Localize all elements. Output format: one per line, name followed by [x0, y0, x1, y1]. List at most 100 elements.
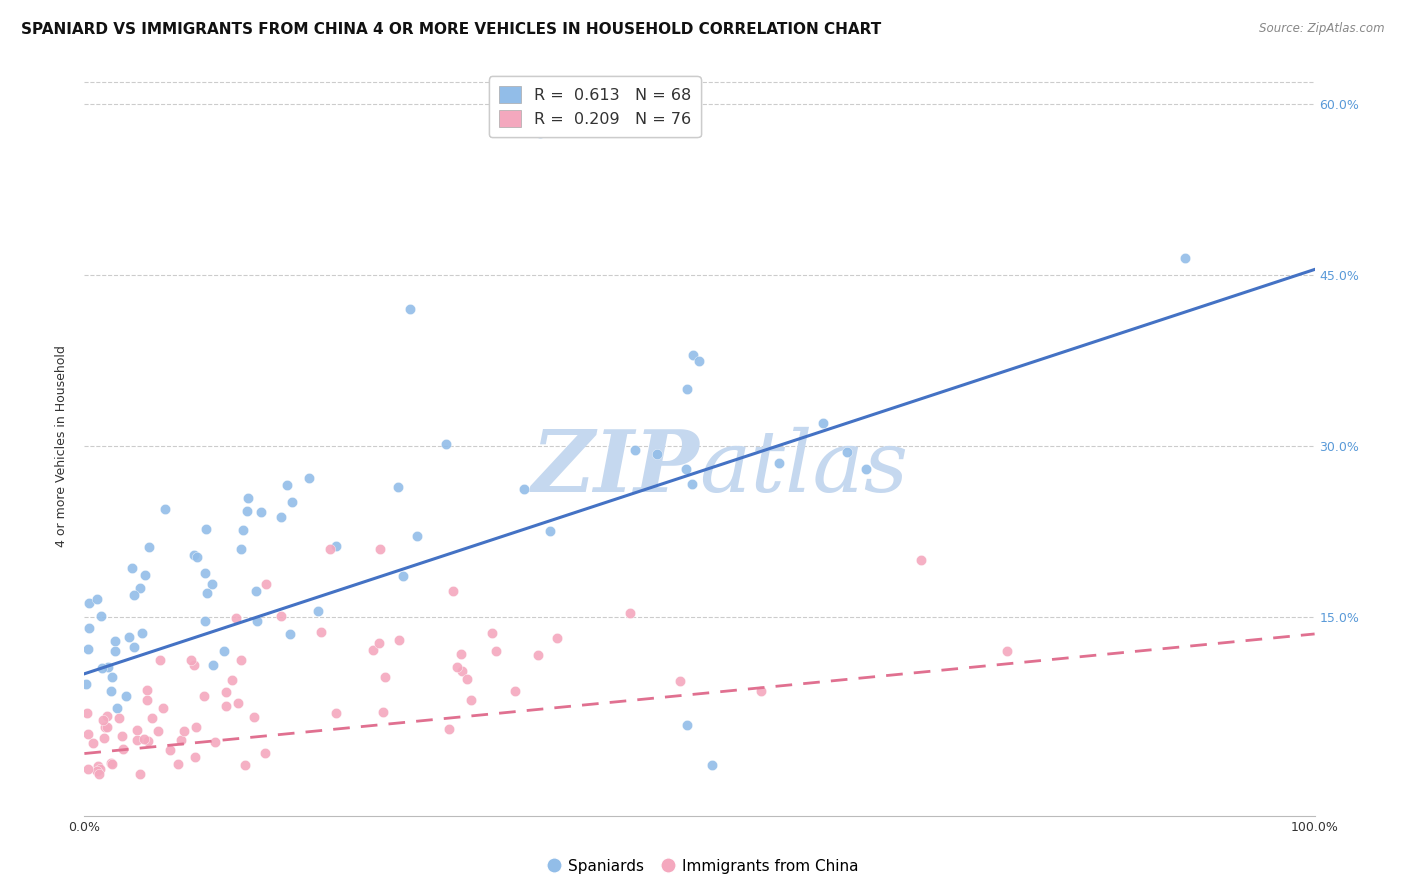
- Point: [437, 723, 460, 737]
- Point: [387, 480, 409, 494]
- Point: [115, 689, 138, 703]
- Point: [1174, 251, 1197, 265]
- Point: [250, 505, 273, 519]
- Point: [195, 522, 218, 536]
- Point: [100, 756, 122, 771]
- Point: [682, 348, 704, 362]
- Point: [121, 561, 143, 575]
- Point: [101, 670, 124, 684]
- Point: [700, 758, 723, 772]
- Point: [195, 586, 218, 600]
- Point: [236, 503, 259, 517]
- Point: [681, 477, 703, 491]
- Point: [159, 743, 181, 757]
- Point: [325, 706, 347, 720]
- Point: [995, 644, 1018, 658]
- Point: [90, 609, 112, 624]
- Point: [503, 684, 526, 698]
- Point: [254, 576, 277, 591]
- Point: [374, 670, 396, 684]
- Point: [86, 759, 108, 773]
- Point: [270, 609, 292, 624]
- Point: [122, 588, 145, 602]
- Point: [229, 541, 252, 556]
- Point: [134, 568, 156, 582]
- Point: [112, 742, 135, 756]
- Point: [270, 510, 292, 524]
- Point: [136, 683, 159, 698]
- Point: [811, 416, 834, 430]
- Point: [451, 665, 474, 679]
- Text: ZIP: ZIP: [531, 426, 700, 510]
- Point: [149, 653, 172, 667]
- Point: [118, 630, 141, 644]
- Point: [232, 523, 254, 537]
- Point: [77, 642, 100, 657]
- Y-axis label: 4 or more Vehicles in Household: 4 or more Vehicles in Household: [55, 345, 69, 547]
- Point: [136, 733, 159, 747]
- Point: [82, 736, 104, 750]
- Point: [129, 581, 152, 595]
- Point: [307, 604, 329, 618]
- Point: [233, 757, 256, 772]
- Point: [96, 720, 118, 734]
- Point: [446, 660, 468, 674]
- Point: [173, 724, 195, 739]
- Point: [538, 524, 561, 538]
- Point: [319, 541, 342, 556]
- Point: [76, 706, 98, 720]
- Point: [184, 720, 207, 734]
- Point: [125, 723, 148, 738]
- Point: [225, 611, 247, 625]
- Point: [91, 661, 114, 675]
- Point: [373, 706, 395, 720]
- Point: [193, 689, 215, 703]
- Point: [152, 701, 174, 715]
- Point: [89, 762, 111, 776]
- Point: [512, 482, 534, 496]
- Point: [749, 684, 772, 698]
- Point: [111, 729, 134, 743]
- Point: [456, 672, 478, 686]
- Point: [676, 718, 699, 732]
- Point: [242, 710, 264, 724]
- Point: [129, 766, 152, 780]
- Point: [768, 456, 790, 470]
- Point: [325, 540, 347, 554]
- Point: [229, 653, 252, 667]
- Point: [96, 708, 118, 723]
- Point: [201, 657, 224, 672]
- Point: [135, 693, 157, 707]
- Point: [450, 647, 472, 661]
- Point: [183, 749, 205, 764]
- Point: [127, 732, 149, 747]
- Point: [246, 614, 269, 628]
- Point: [141, 711, 163, 725]
- Point: [910, 553, 932, 567]
- Point: [278, 626, 301, 640]
- Point: [392, 569, 415, 583]
- Point: [460, 692, 482, 706]
- Point: [276, 478, 298, 492]
- Point: [855, 462, 877, 476]
- Point: [645, 447, 668, 461]
- Text: Source: ZipAtlas.com: Source: ZipAtlas.com: [1260, 22, 1385, 36]
- Point: [153, 502, 176, 516]
- Point: [281, 494, 304, 508]
- Point: [434, 436, 457, 450]
- Point: [183, 658, 205, 673]
- Point: [481, 625, 503, 640]
- Point: [212, 644, 235, 658]
- Point: [441, 584, 464, 599]
- Point: [167, 756, 190, 771]
- Point: [107, 701, 129, 715]
- Point: [399, 302, 422, 317]
- Point: [689, 353, 711, 368]
- Point: [485, 643, 508, 657]
- Point: [75, 676, 97, 690]
- Point: [108, 711, 131, 725]
- Point: [236, 491, 259, 506]
- Point: [138, 540, 160, 554]
- Point: [93, 720, 115, 734]
- Point: [529, 126, 551, 140]
